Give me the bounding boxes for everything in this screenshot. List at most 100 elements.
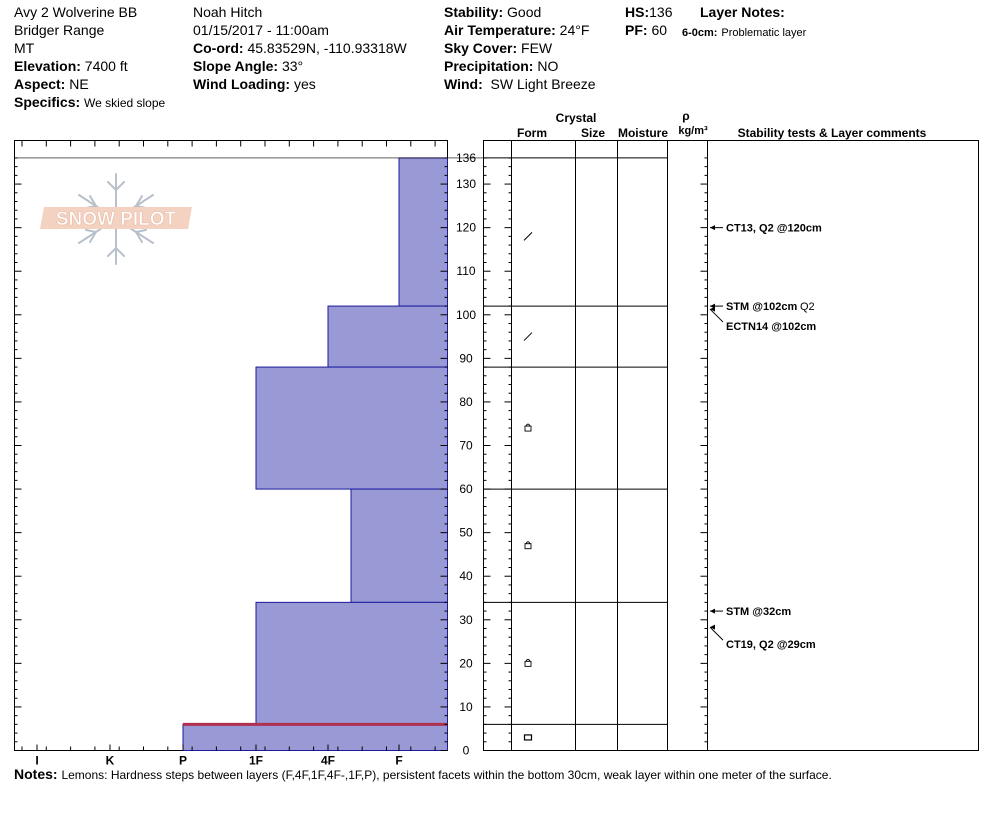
logo-banner <box>40 207 192 229</box>
slope-value: 33° <box>281 58 304 74</box>
depth-label-90: 90 <box>459 351 473 365</box>
depth-label-130: 130 <box>456 177 476 191</box>
elevation-value: 7400 ft <box>84 58 128 74</box>
sky-cover: Sky Cover: FEW <box>444 39 552 57</box>
test-arrow-3 <box>710 306 715 312</box>
grain-symbol-4 <box>524 543 532 550</box>
location-name: Avy 2 Wolverine BB <box>14 4 138 20</box>
aspect: Aspect: NE <box>14 75 89 93</box>
depth-label-20: 20 <box>459 656 473 670</box>
depth-label-0: 0 <box>463 744 470 758</box>
stability-label: Stability: <box>444 4 504 20</box>
stability-value: Good <box>507 4 542 20</box>
precip-value: NO <box>537 58 559 74</box>
pf-label: PF: <box>625 22 648 38</box>
coord-label: Co-ord: <box>193 40 244 56</box>
grain-symbol-2 <box>523 332 533 341</box>
depth-label-80: 80 <box>459 395 473 409</box>
hardness-layer-4 <box>350 488 448 603</box>
hardness-axis: I K P 1F 4F F <box>21 140 436 768</box>
wind-loading-value: yes <box>293 76 316 92</box>
elevation: Elevation: 7400 ft <box>14 57 128 75</box>
observer: Noah Hitch <box>193 4 263 20</box>
crystal-header: Crystal <box>556 111 597 125</box>
grain-symbol-top-5 <box>525 658 531 662</box>
grain-symbol-top-4 <box>525 541 531 544</box>
pf-value: 60 <box>651 22 668 38</box>
depth-label-40: 40 <box>459 569 473 583</box>
test-leader-5 <box>709 626 724 641</box>
test-extra-2: Q2 <box>800 301 815 313</box>
slope-label: Slope Angle: <box>193 58 279 74</box>
depth-label-70: 70 <box>459 439 473 453</box>
elevation-label: Elevation: <box>14 58 81 74</box>
wind-loading: Wind Loading: yes <box>193 75 316 93</box>
snowpilot-logo: SNOW PILOT <box>40 173 192 265</box>
grain-symbol-top-3 <box>525 423 531 427</box>
hardness-layer-2 <box>327 305 448 368</box>
rho-header: ρ <box>682 109 689 123</box>
moisture-header: Moisture <box>618 126 668 140</box>
grain-table-frame <box>483 140 708 751</box>
hardness-layer-5 <box>255 601 448 725</box>
wind-value: SW Light Breeze <box>490 76 596 92</box>
sky-label: Sky Cover: <box>444 40 518 56</box>
aspect-label: Aspect: <box>14 76 66 92</box>
hardness-layer-3 <box>255 366 448 490</box>
hardness-layer-6 <box>182 723 448 751</box>
specifics-value: We skied slope <box>84 96 166 110</box>
weak-layer-line <box>183 722 448 726</box>
layer-note-text: Problematic layer <box>721 27 807 39</box>
depth-label-50: 50 <box>459 526 473 540</box>
depth-label-120: 120 <box>456 221 476 235</box>
layer-note: 6-0cm: Problematic layer <box>682 22 806 42</box>
state: MT <box>14 40 35 56</box>
test-arrow-1 <box>710 225 715 231</box>
range-name: Bridger Range <box>14 22 105 38</box>
grain-symbol-1 <box>523 232 533 241</box>
test-label-5: CT19, Q2 @29cm <box>726 639 816 651</box>
notes: Notes: Lemons: Hardness steps between la… <box>14 766 832 782</box>
test-label-3: ECTN14 @102cm <box>726 321 816 333</box>
datetime: 01/15/2017 - 11:00am <box>193 22 329 38</box>
hardness-label-1F: 1F <box>249 754 263 768</box>
air-temp-label: Air Temperature: <box>444 22 556 38</box>
aspect-value: NE <box>69 76 89 92</box>
notes-text: Lemons: Hardness steps between layers (F… <box>61 768 832 782</box>
coord-value: 45.83529N, -110.93318W <box>247 40 407 56</box>
stability: Stability: Good <box>444 3 541 21</box>
hardness-label-P: P <box>179 754 187 768</box>
pf: PF: 60 <box>625 21 667 39</box>
test-leader-3 <box>709 308 724 323</box>
comments-frame <box>707 140 979 751</box>
test-label-4: STM @32cm <box>726 606 791 618</box>
depth-label-60: 60 <box>459 482 473 496</box>
test-label-1: CT13, Q2 @120cm <box>726 223 822 235</box>
test-arrow-5 <box>710 624 715 630</box>
density-unit-header: kg/m³ <box>678 125 708 137</box>
air-temperature: Air Temperature: 24°F <box>444 21 589 39</box>
test-arrow-4 <box>710 608 715 614</box>
notes-label: Notes: <box>14 766 58 782</box>
grain-symbol-3 <box>524 425 532 432</box>
hardness-label-I: I <box>35 754 38 768</box>
grain-symbol-5 <box>524 660 532 667</box>
hardness-label-K: K <box>106 754 115 768</box>
slope-angle: Slope Angle: 33° <box>193 57 303 75</box>
air-temp-value: 24°F <box>559 22 590 38</box>
hardness-layer-1 <box>398 157 448 307</box>
hardness-label-4F: 4F <box>321 754 335 768</box>
hardness-layers <box>182 157 448 751</box>
grain-symbol-6 <box>523 734 533 741</box>
specifics: Specifics: We skied slope <box>14 93 165 112</box>
precipitation: Precipitation: NO <box>444 57 558 75</box>
hs-value: 136 <box>649 4 673 20</box>
precip-label: Precipitation: <box>444 58 534 74</box>
depth-label-100: 100 <box>456 308 476 322</box>
layer-note-range: 6-0cm: <box>682 27 718 39</box>
hardness-label-F: F <box>395 754 402 768</box>
logo-text: SNOW PILOT <box>56 209 177 230</box>
stability-tests: CT13, Q2 @120cm STM @102cm Q2 ECTN14 @102cm… <box>709 223 822 651</box>
coordinates: Co-ord: 45.83529N, -110.93318W <box>193 39 407 57</box>
